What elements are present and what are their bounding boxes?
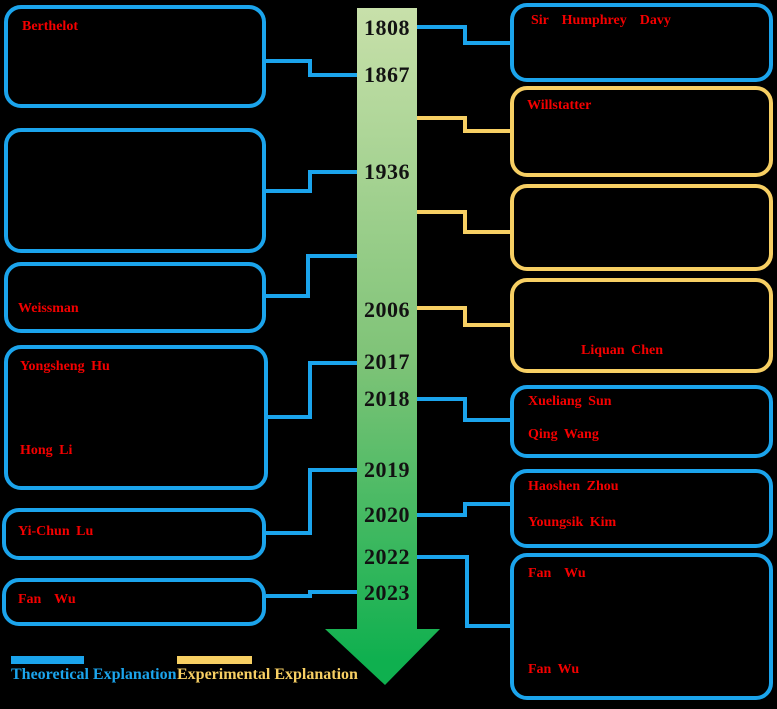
theoretical-legend-label: Theoretical Explanation xyxy=(11,666,177,683)
year-label-2023: 2023 xyxy=(364,580,410,605)
left-box-weissman: Weissman xyxy=(4,262,266,333)
scientist-name-youngsikkim: Youngsik Kim xyxy=(528,515,617,530)
scientist-name-xueliangsun: Xueliang Sun xyxy=(528,394,612,409)
left-box-fanwu: Fan Wu xyxy=(2,578,266,626)
connector-berthelot-1867 xyxy=(266,59,357,77)
year-label-1867: 1867 xyxy=(364,62,410,87)
experimental-legend-label: Experimental Explanation xyxy=(177,666,358,683)
scientist-name-yongshenghu: Yongsheng Hu xyxy=(20,359,110,374)
connector-yongshenghu-2017 xyxy=(266,361,357,419)
right-box-3 xyxy=(510,184,773,271)
experimental-legend-swatch xyxy=(177,656,252,664)
left-box-2 xyxy=(4,128,266,253)
right-box-haoshenzhou-youngsikkim: Haoshen Zhou Youngsik Kim xyxy=(510,469,773,548)
connector-1808-davy xyxy=(417,25,510,45)
scientist-name-berthelot: Berthelot xyxy=(22,19,78,34)
connector-2018-xueliangsun xyxy=(417,397,510,422)
scientist-name-haoshenzhou: Haoshen Zhou xyxy=(528,479,619,494)
right-box-xueliangsun-qingwang: Xueliang Sun Qing Wang xyxy=(510,385,773,458)
year-label-2019: 2019 xyxy=(364,457,410,482)
right-box-davy: Sir Humphrey Davy xyxy=(510,3,773,82)
scientist-name-willstatter: Willstatter xyxy=(527,98,592,113)
left-box-yongshenghu-hongli: Yongsheng Hu Hong Li xyxy=(4,345,268,490)
year-label-1808: 1808 xyxy=(364,15,410,40)
right-box-fanwu: Fan Wu Fan Wu xyxy=(510,553,773,700)
connector-willstatter xyxy=(417,116,510,133)
year-label-1936: 1936 xyxy=(364,159,410,184)
scientist-name-liquanchen: Liquan Chen xyxy=(581,343,663,358)
scientist-name-qingwang: Qing Wang xyxy=(528,427,599,442)
left-box-yichunlu: Yi-Chun Lu xyxy=(2,508,266,560)
connector-2020-haoshenzhou xyxy=(417,502,510,517)
theoretical-legend-swatch xyxy=(11,656,84,664)
connector-fanwu-2023 xyxy=(266,590,357,598)
connector-rightbox3 xyxy=(417,210,510,234)
scientist-name-yichunlu: Yi-Chun Lu xyxy=(18,524,94,539)
connector-leftbox2-1936 xyxy=(266,170,357,193)
scientist-name-davy: Sir Humphrey Davy xyxy=(531,13,671,28)
year-label-2018: 2018 xyxy=(364,386,410,411)
right-box-willstatter: Willstatter xyxy=(510,86,773,177)
scientist-name-fanwu-bottom: Fan Wu xyxy=(528,662,580,677)
scientist-name-hongli: Hong Li xyxy=(20,443,73,458)
scientist-name-fanwu-top: Fan Wu xyxy=(528,566,586,581)
year-label-2020: 2020 xyxy=(364,502,410,527)
scientist-name-fanwu-left: Fan Wu xyxy=(18,592,76,607)
right-box-liquanchen: Liquan Chen xyxy=(510,278,773,373)
connector-2022-fanwu xyxy=(417,555,510,628)
connector-yichunlu-2019 xyxy=(266,468,357,535)
year-label-2006: 2006 xyxy=(364,297,410,322)
connector-2006-liquanchen xyxy=(417,306,510,327)
left-box-berthelot: Berthelot xyxy=(4,5,266,108)
scientist-name-weissman: Weissman xyxy=(18,301,79,316)
year-label-2017: 2017 xyxy=(364,349,410,374)
connector-weissman xyxy=(266,254,357,298)
year-label-2022: 2022 xyxy=(364,544,410,569)
